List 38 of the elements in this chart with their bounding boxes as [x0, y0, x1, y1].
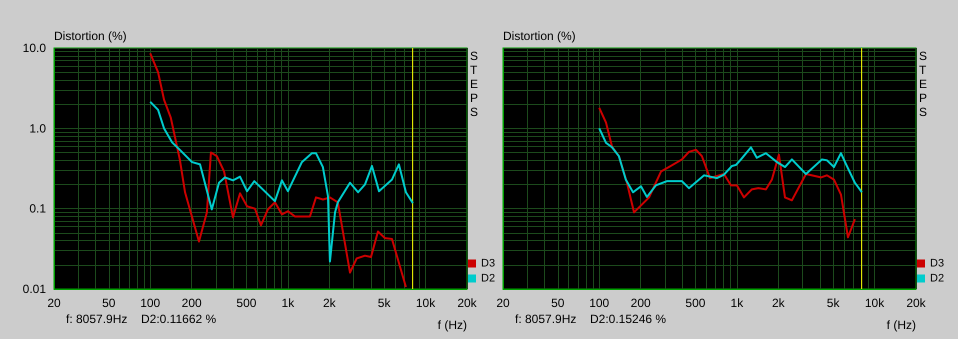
y-tick-label: 10.0 [22, 41, 46, 55]
text: STEPS [470, 49, 478, 119]
x-tick-label: 50 [102, 296, 116, 310]
legend-label: D3 [930, 258, 944, 270]
x-tick-label: 200 [630, 296, 651, 310]
x-tick-label: 1k [282, 296, 296, 310]
x-tick-label: 20 [47, 296, 61, 310]
x-tick-label: 2k [322, 296, 337, 310]
x-tick-label: 500 [685, 296, 706, 310]
x-tick-label: 5k [826, 296, 840, 310]
x-tick-label: 100 [140, 296, 161, 310]
x-tick-label: 1k [730, 296, 744, 310]
text: f: 8057.9Hz [515, 312, 576, 326]
x-tick-label: 10k [864, 296, 886, 310]
x-tick-label: 50 [551, 296, 565, 310]
text: D2:0.11662 % [141, 312, 216, 326]
x-tick-label: 20k [457, 296, 478, 310]
x-axis-title: f (Hz) [438, 318, 467, 332]
y-tick-label: 0.1 [29, 202, 46, 216]
x-tick-label: 10k [416, 296, 436, 310]
y-tick-label: 1.0 [29, 121, 46, 136]
x-tick-label: 20k [906, 296, 927, 310]
x-tick-label: 100 [589, 296, 610, 310]
legend-label: D2 [481, 272, 496, 284]
y-tick-label: 0.01 [22, 282, 46, 296]
y-axis-title: Distortion (%) [503, 29, 576, 43]
x-tick-label: 20 [496, 296, 510, 310]
x-tick-label: 500 [236, 296, 257, 310]
y-axis-title: Distortion (%) [54, 29, 127, 43]
x-tick-label: 2k [772, 296, 786, 310]
x-tick-label: 200 [182, 296, 202, 310]
legend-label: D3 [481, 258, 496, 270]
text: D2:0.15246 % [590, 312, 666, 326]
legend-label: D2 [930, 272, 944, 284]
text: STEPS [919, 49, 928, 119]
x-axis-title: f (Hz) [886, 318, 916, 332]
text: f: 8057.9Hz [66, 312, 128, 326]
x-tick-label: 5k [378, 296, 392, 310]
